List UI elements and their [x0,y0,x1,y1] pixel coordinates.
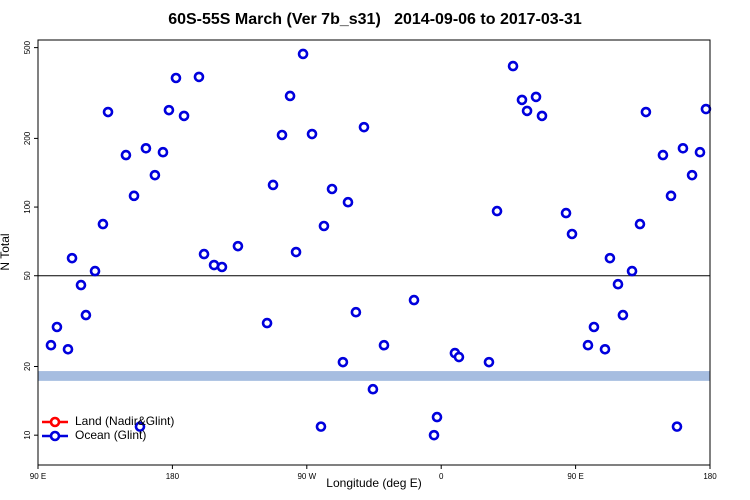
data-point [149,169,161,181]
data-point [193,71,205,83]
x-tick-label: 180 [703,472,717,481]
data-point [599,343,611,355]
data-point [232,240,244,252]
data-point [315,421,327,432]
data-point [216,261,228,273]
data-point [428,429,440,441]
data-point [700,103,712,115]
data-point [318,220,330,232]
y-tick-label: 50 [23,271,32,280]
data-point [521,105,533,117]
y-tick-label: 200 [23,131,32,145]
data-point [89,265,101,277]
data-point [358,121,370,133]
legend-label: Land (Nadir&Glint) [75,414,174,428]
data-point [617,309,629,321]
data-point [290,246,302,258]
data-point [367,383,379,395]
data-point [102,106,114,118]
legend-label: Ocean (Glint) [75,428,146,442]
data-point [157,146,169,158]
data-point [337,356,349,368]
data-point [408,294,420,306]
data-point [120,149,132,161]
data-point [588,321,600,333]
data-point [483,356,495,368]
data-point [51,321,63,333]
data-point [431,411,443,423]
chart-title: 60S-55S March (Ver 7b_s31) 2014-09-06 to… [168,11,582,28]
data-point [342,196,354,208]
data-point [612,278,624,290]
data-point [128,190,140,202]
data-point [97,218,109,230]
data-point [634,218,646,230]
data-point [378,339,390,351]
data-point [276,129,288,141]
data-point [306,128,318,140]
data-point [694,146,706,158]
data-point [566,228,578,240]
data-point [178,110,190,122]
data-point [140,142,152,154]
data-point [507,60,519,72]
y-tick-label: 100 [23,200,32,214]
data-point [516,94,528,106]
data-point [560,207,572,219]
x-tick-label: 90 W [297,472,316,481]
y-tick-label: 10 [23,430,32,439]
x-tick-label: 90 E [567,472,583,481]
legend-marker [49,430,61,442]
x-tick-label: 0 [439,472,444,481]
data-point [686,169,698,181]
data-point [170,72,182,84]
x-tick-label: 180 [166,472,180,481]
data-point [66,252,78,264]
y-tick-label: 500 [23,40,32,54]
y-tick-label: 20 [23,362,32,371]
data-point [134,421,146,432]
plot-frame [37,39,711,466]
data-point [267,179,279,191]
data-point [491,205,503,217]
data-point [626,265,638,277]
data-point [604,252,616,264]
data-point [536,110,548,122]
data-point [198,248,210,260]
legend-marker [49,416,61,428]
data-point [665,190,677,202]
data-point [350,306,362,318]
data-point [671,421,683,432]
data-point [284,90,296,102]
x-tick-label: 90 E [30,472,46,481]
y-axis-label: N Total [0,233,12,270]
shaded-band [38,371,710,381]
data-point [677,142,689,154]
data-point [62,343,74,355]
data-point [530,91,542,103]
data-point [582,339,594,351]
data-point [163,104,175,116]
data-point [453,351,465,363]
data-point [326,183,338,195]
data-point [75,279,87,291]
data-point [45,339,57,351]
data-point [80,309,92,321]
data-point [297,48,309,60]
data-point [657,149,669,161]
x-axis-label: Longitude (deg E) [326,476,421,490]
data-point [261,317,273,329]
data-point [640,106,652,118]
